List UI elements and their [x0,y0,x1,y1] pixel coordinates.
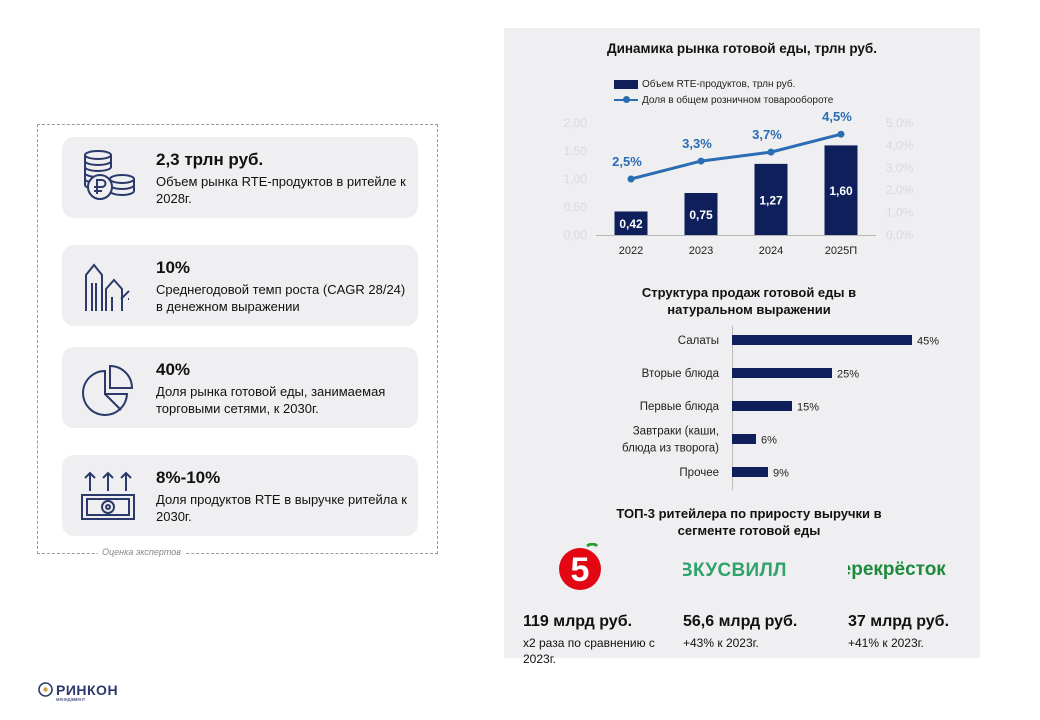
rinkon-logo: РИНКОН менеджмент [38,681,119,703]
metric-value: 2,3 трлн руб. [156,150,264,169]
category-label: Первые блюда [640,401,720,413]
y2-tick-label: 4,0% [886,138,914,152]
y2-tick-label: 3,0% [886,161,914,175]
category-label: Завтраки (каши, [633,426,719,438]
y2-tick-label: 2,0% [886,183,914,197]
line-point [767,148,775,156]
retailer-vkusvill: ВКУСВИЛЛ 56,6 млрд руб. +43% к 2023г. [679,543,833,650]
hbar-value-label: 6% [761,435,777,447]
category-label: Вторые блюда [642,368,720,380]
hbar [732,401,792,411]
bar-value-label: 1,27 [759,193,783,207]
y2-tick-label: 1,0% [886,206,914,220]
metric-description: Доля рынка готовой еды, занимаемая торго… [156,384,386,416]
chart-legend: Объем RTE-продуктов, трлн руб. Доля в об… [614,76,833,108]
hbar [732,368,832,378]
legend-swatch-bar [614,79,638,89]
legend-item-line: Доля в общем розничном товарообороте [614,92,833,108]
key-metrics-panel: 2,3 трлн руб. Объем рынка RTE-продуктов … [37,124,438,557]
market-dynamics-panel: Динамика рынка готовой еды, трлн руб. Об… [504,28,980,666]
retailer-growth-note: +43% к 2023г. [683,636,759,650]
expert-estimate-note: Оценка экспертов [98,547,185,557]
line-point [697,157,705,165]
top-retailers: 5 119 млрд руб. x2 раза по сравнению с 2… [504,542,980,666]
bar [754,163,788,235]
x-tick-label: 2025П [825,245,857,257]
line-value-label: 3,3% [682,136,712,151]
growth-arrows-icon [85,263,130,311]
retailer-revenue: 56,6 млрд руб. [683,613,798,630]
bar-value-label: 0,42 [619,217,643,231]
hbar [732,434,756,444]
line-point [627,175,635,183]
line-value-label: 3,7% [752,127,782,142]
market-dynamics-chart: 0,00 0,50 1,00 1,50 2,00 0,0% 1,0% 2,0% 3,0% 4,0%… [564,109,914,257]
legend-label-bar: Объем RTE-продуктов, трлн руб. [642,78,796,90]
sales-structure-chart: 45% Салаты 25% Вторые блюда 15% Первые блюда 6… [622,326,939,490]
hbar-value-label: 15% [797,402,819,414]
retailer-pyaterochka: 5 119 млрд руб. x2 раза по сравнению с 2… [523,542,673,666]
hbar [732,467,768,477]
bar [614,211,648,235]
svg-text:5: 5 [571,551,590,589]
line-value-label: 4,5% [822,109,852,124]
brand-name: РИНКОН [56,681,119,698]
vkusvill-logo: ВКУСВИЛЛ [679,543,833,593]
pie-chart-icon [82,364,134,416]
bar-value-label: 0,75 [689,208,713,222]
metric-card-market-share: 40% Доля рынка готовой еды, занимаемая т… [62,347,418,428]
brand-subtitle: менеджмент [56,697,86,703]
bar [684,193,718,235]
retailer-perekrestok: Перекрёсток 37 млрд руб. +41% к 2023г. [810,543,998,650]
metric-value: 10% [156,258,191,277]
pyaterochka-logo: 5 [523,542,673,593]
retailer-revenue: 119 млрд руб. [523,613,633,630]
bar [824,145,858,235]
metric-description: Среднегодовой темп роста (CAGR 28/24) в … [156,282,406,314]
metric-card-rte-share: 8%-10% Доля продуктов RTE в выручке рите… [62,455,418,536]
metric-description: Доля продуктов RTE в выручке ритейла к 2… [156,492,407,524]
rinkon-emblem-icon [38,682,53,697]
svg-text:ВКУСВИЛЛ: ВКУСВИЛЛ [683,560,787,581]
banknote-arrows-icon [81,471,135,520]
x-tick-label: 2022 [619,245,643,257]
line-value-label: 2,5% [612,154,642,169]
legend-label-line: Доля в общем розничном товарообороте [642,94,834,106]
coins-ruble-icon [84,150,135,200]
category-label: блюда из творога) [622,443,719,455]
y-tick-label: 0,50 [564,200,588,214]
hbar-value-label: 45% [917,336,939,348]
x-tick-label: 2023 [689,245,713,257]
hbar [732,335,912,345]
retailer-growth-note: x2 раза по сравнению с 2023г. [523,636,655,666]
category-label: Салаты [678,335,719,347]
metric-value: 40% [156,360,191,379]
y-tick-label: 1,50 [564,144,588,158]
svg-text:Перекрёсток: Перекрёсток [848,559,946,580]
y-tick-label: 2,00 [564,116,588,130]
y-tick-label: 0,00 [564,228,588,242]
legend-item-bar: Объем RTE-продуктов, трлн руб. [614,76,833,92]
retailer-growth-note: +41% к 2023г. [848,636,924,650]
line-point [837,130,845,138]
share-line [630,132,842,181]
metric-description: Объем рынка RTE-продуктов в ритейле к 20… [156,174,406,206]
retailer-revenue: 37 млрд руб. [848,613,950,630]
legend-swatch-line [614,96,638,103]
chart-title-sales-structure: Структура продаж готовой еды в натуральн… [641,285,857,317]
metric-value: 8%-10% [156,468,221,487]
retailers-title: ТОП-3 ритейлера по приросту выручки в се… [616,506,882,538]
y-tick-label: 1,00 [564,172,588,186]
y2-tick-label: 0,0% [886,228,914,242]
chart-title-market-dynamics: Динамика рынка готовой еды, трлн руб. [606,41,878,56]
metric-card-market-volume: 2,3 трлн руб. Объем рынка RTE-продуктов … [62,137,418,218]
metric-card-cagr: 10% Среднегодовой темп роста (CAGR 28/24… [62,245,418,326]
perekrestok-logo: Перекрёсток [810,543,998,593]
hbar-value-label: 9% [773,468,789,480]
category-label: Прочее [679,467,719,479]
hbar-value-label: 25% [837,369,859,381]
y2-tick-label: 5,0% [886,116,914,130]
bar-value-label: 1,60 [829,184,853,198]
x-tick-label: 2024 [759,245,783,257]
